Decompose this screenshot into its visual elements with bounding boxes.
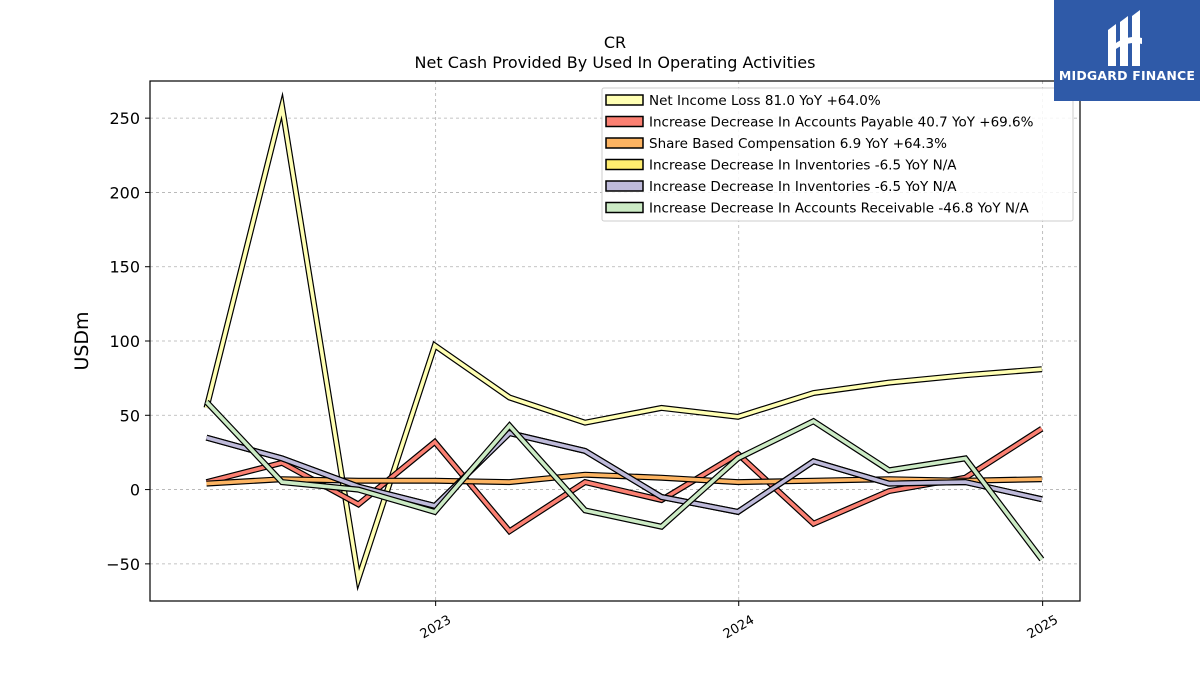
x-axis-ticks: 2023 2024 2025 [418, 601, 1061, 642]
series-line-5 [205, 429, 1043, 516]
plot-frame [149, 80, 1081, 602]
legend-label: Increase Decrease In Accounts Receivable… [649, 201, 1030, 217]
y-tick-label: 250 [109, 109, 140, 128]
legend-label: Increase Decrease In Inventories -6.5 Yo… [649, 179, 957, 195]
legend-label: Share Based Compensation 6.9 YoY +64.3% [649, 136, 947, 152]
midgard-finance-logo: MIDGARD FINANCE [1054, 0, 1200, 101]
legend-swatch [605, 158, 644, 171]
legend-swatch [605, 180, 644, 192]
legend-label: Net Income Loss 81.0 YoY +64.0% [649, 93, 881, 109]
series-line-stroke [206, 427, 1043, 534]
x-tick-label: 2023 [418, 613, 454, 643]
legend-swatch [605, 137, 644, 149]
legend-item: Net Income Loss 81.0 YoY +64.0% [605, 93, 881, 109]
series-line-stroke [205, 400, 1044, 561]
y-axis-ticks: −50 0 50 100 150 200 250 [106, 109, 150, 574]
legend-box [601, 87, 1074, 222]
legend-swatch [605, 201, 644, 214]
x-tick-label: 2024 [721, 613, 757, 643]
y-tick-label: 100 [109, 332, 140, 351]
legend-item: Increase Decrease In Accounts Payable 40… [605, 115, 1034, 131]
legend-label: Increase Decrease In Inventories -6.5 Yo… [649, 158, 957, 174]
y-tick-label: 50 [120, 406, 140, 425]
y-tick-label: −50 [106, 555, 140, 574]
logo-text: MIDGARD FINANCE [1058, 68, 1196, 83]
legend-item: Increase Decrease In Accounts Receivable… [605, 201, 1030, 217]
legend-item: Increase Decrease In Inventories -6.5 Yo… [605, 158, 957, 174]
x-tick-label: 2025 [1025, 613, 1061, 643]
midgard-logo-icon [1108, 10, 1142, 66]
y-tick-label: 150 [109, 258, 140, 277]
y-tick-label: 0 [130, 481, 140, 500]
series-line-stroke [206, 431, 1043, 514]
series-lines [203, 91, 1045, 592]
legend-swatch [605, 115, 644, 128]
chart-subtitle: Net Cash Provided By Used In Operating A… [415, 53, 816, 72]
series-line-6 [204, 399, 1045, 562]
y-axis-label: USDm [71, 311, 93, 370]
legend-item: Share Based Compensation 6.9 YoY +64.3% [605, 136, 947, 152]
legend-label: Increase Decrease In Accounts Payable 40… [649, 115, 1034, 131]
legend-swatch [605, 94, 644, 106]
chart-title: CR [604, 33, 626, 52]
y-tick-label: 200 [109, 183, 140, 202]
series-line-2 [205, 426, 1044, 536]
legend: Net Income Loss 81.0 YoY +64.0% Increase … [601, 87, 1074, 222]
legend-item: Increase Decrease In Inventories -6.5 Yo… [605, 179, 957, 195]
